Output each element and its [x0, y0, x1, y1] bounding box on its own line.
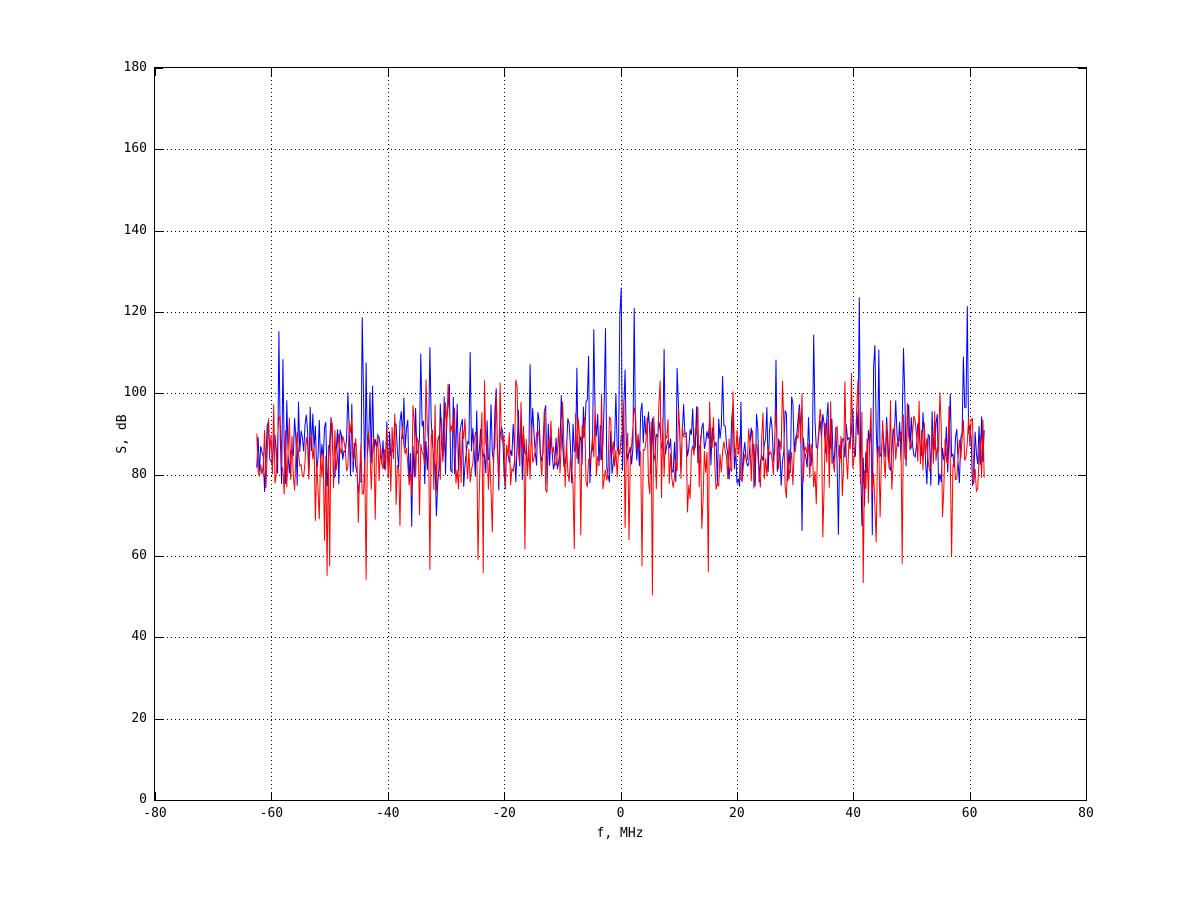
- x-axis-label: f, MHz: [596, 826, 644, 841]
- y-tick-label: 60: [131, 548, 147, 563]
- plot-area: [154, 67, 1087, 801]
- spectrum-red-line: [256, 372, 985, 596]
- x-tick-label: 60: [961, 806, 978, 821]
- y-tick-label: 100: [123, 385, 147, 401]
- y-tick-label: 80: [131, 466, 147, 482]
- y-tick-label: 160: [123, 141, 147, 157]
- y-tick-label: 40: [131, 629, 147, 645]
- x-tick-label: 80: [1078, 806, 1094, 821]
- y-axis-label: S, dB: [115, 414, 130, 454]
- x-tick-label: 20: [729, 806, 745, 821]
- x-tick-label: -40: [376, 806, 400, 821]
- y-tick-label: 0: [139, 792, 147, 807]
- y-tick-label: 140: [123, 222, 147, 238]
- y-tick-label: 180: [123, 60, 147, 75]
- x-tick-label: 0: [616, 806, 625, 821]
- axis-ticks: [155, 68, 1086, 800]
- plot-svg: [155, 68, 1086, 800]
- x-tick-label: -20: [492, 806, 516, 821]
- y-tick-label: 120: [123, 304, 147, 319]
- y-tick-label: 20: [131, 710, 147, 726]
- x-tick-label: -80: [143, 806, 167, 821]
- x-tick-label: -60: [259, 806, 284, 821]
- spectrum-blue-line: [256, 287, 985, 536]
- x-tick-label: 40: [845, 806, 862, 821]
